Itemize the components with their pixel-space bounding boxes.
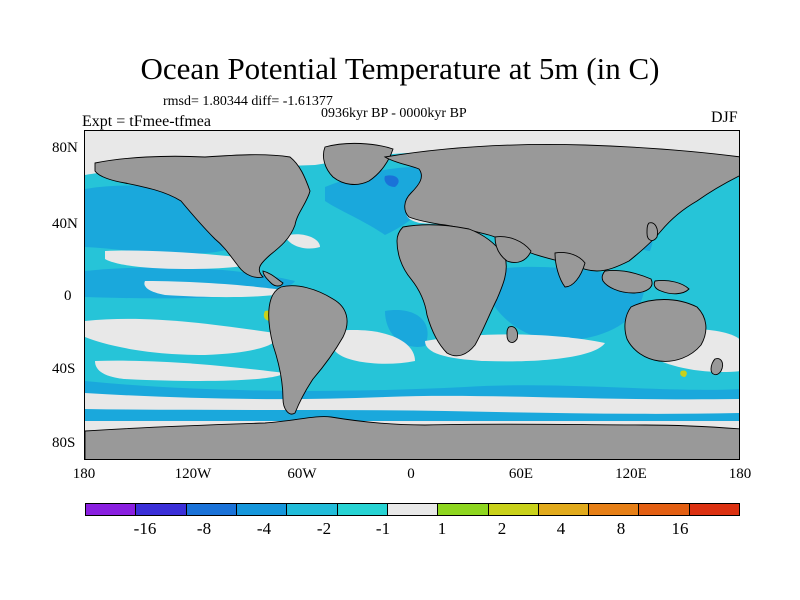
pacific-neutral-band xyxy=(105,250,256,269)
colorbar-label: -4 xyxy=(256,519,272,538)
x-label-60w: 60W xyxy=(287,466,317,482)
map-svg xyxy=(85,131,739,459)
y-label-40n: 40N xyxy=(52,216,78,232)
x-label-180e: 180 xyxy=(728,466,752,482)
world-map xyxy=(84,130,740,460)
x-label-120e: 120E xyxy=(615,466,647,482)
colorbar-label: 4 xyxy=(556,519,566,538)
antarctica xyxy=(85,416,739,459)
arabia xyxy=(494,236,532,263)
south-atlantic-neutral xyxy=(335,330,415,364)
gulf-neutral xyxy=(285,234,320,249)
season-label: DJF xyxy=(711,109,738,126)
colorbar-swatch xyxy=(438,504,489,515)
colorbar-label: 8 xyxy=(616,519,626,538)
y-label-40s: 40S xyxy=(52,361,76,377)
x-label-0: 0 xyxy=(407,466,415,482)
colorbar-swatch xyxy=(86,504,137,515)
colorbar-label: -16 xyxy=(133,519,157,538)
rmsd-diff-stats: rmsd= 1.80344 diff= -1.61377 xyxy=(163,94,333,109)
land-masses xyxy=(85,142,739,459)
experiment-label: Expt = tFmee-tfmea xyxy=(82,113,211,130)
japan xyxy=(646,222,658,241)
colorbar-label: -2 xyxy=(316,519,332,538)
africa xyxy=(396,224,507,357)
colorbar-label: 16 xyxy=(671,519,689,538)
colorbar-swatch xyxy=(488,504,539,515)
y-label-80n: 80N xyxy=(52,140,78,156)
x-label-180w: 180 xyxy=(72,466,96,482)
new-guinea xyxy=(653,280,690,295)
chart-title: Ocean Potential Temperature at 5m (in C) xyxy=(140,51,660,86)
southern-ocean-neutral xyxy=(85,393,739,414)
colorbar-label: -1 xyxy=(375,519,391,538)
colorbar-swatch xyxy=(387,504,439,515)
equatorial-neutral-band xyxy=(144,281,290,298)
india xyxy=(554,252,586,288)
y-label-80s: 80S xyxy=(52,435,76,451)
x-label-120w: 120W xyxy=(174,466,212,482)
colorbar-swatch xyxy=(186,504,237,515)
australia xyxy=(624,299,707,362)
tasman-warm-spot xyxy=(680,370,687,377)
y-label-equator: 0 xyxy=(64,288,72,304)
indian-ocean-cool xyxy=(485,266,645,341)
colorbar-label: 1 xyxy=(437,519,447,538)
colorbar-swatch xyxy=(287,504,338,515)
new-zealand xyxy=(710,358,724,376)
south-pacific-neutral-2 xyxy=(95,360,285,381)
north-america xyxy=(94,154,311,278)
southeast-asia-islands xyxy=(601,270,653,294)
colorbar-swatch xyxy=(589,504,640,515)
madagascar xyxy=(506,326,518,343)
colorbar-swatch xyxy=(538,504,590,515)
greenland xyxy=(322,142,394,185)
north-atlantic-coolest xyxy=(384,175,399,187)
colorbar-swatch xyxy=(689,504,740,515)
colorbar-swatch xyxy=(639,504,690,515)
south-pacific-neutral xyxy=(85,318,278,355)
colorbar-swatch xyxy=(337,504,388,515)
colorbar xyxy=(85,503,740,516)
colorbar-label: 2 xyxy=(497,519,507,538)
colorbar-swatch xyxy=(236,504,288,515)
colorbar-swatch xyxy=(136,504,187,515)
time-period: 0936kyr BP - 0000kyr BP xyxy=(321,106,467,121)
colorbar-label: -8 xyxy=(196,519,212,538)
central-america xyxy=(262,270,284,287)
south-america xyxy=(268,285,348,415)
x-label-60e: 60E xyxy=(508,466,534,482)
